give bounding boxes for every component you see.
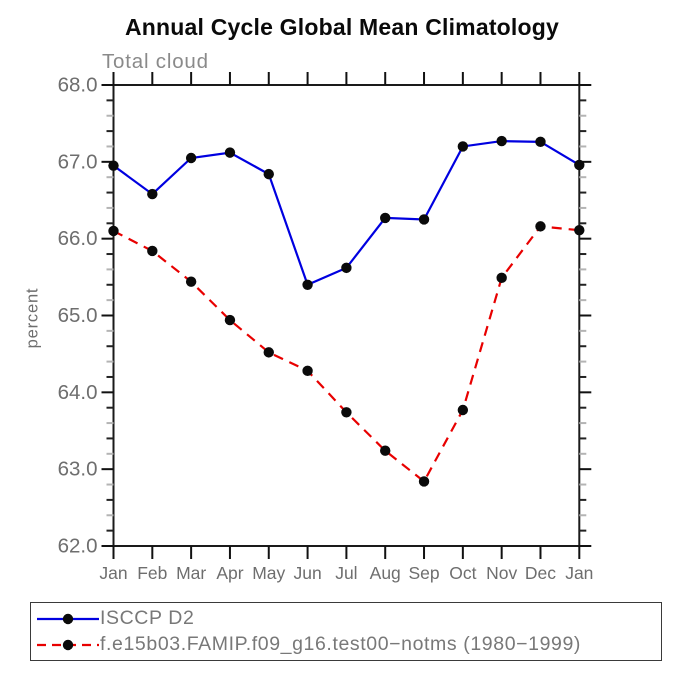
- legend-marker: [62, 639, 74, 650]
- x-tick-label: Jul: [335, 563, 357, 583]
- x-tick-label: Jan: [99, 563, 127, 583]
- legend-marker: [62, 613, 74, 624]
- data-point-marker: [496, 272, 507, 284]
- legend-swatch-dashed-line-icon: [37, 639, 99, 650]
- data-point-marker: [302, 365, 313, 377]
- legend-swatch-solid-line-icon: [37, 613, 99, 624]
- x-tick-label: Sep: [408, 563, 439, 583]
- data-point-marker: [263, 347, 274, 358]
- data-point-marker: [535, 136, 546, 148]
- legend-item-model: f.e15b03.FAMIP.f09_g16.test00−notms (198…: [31, 632, 661, 658]
- x-tick-label: May: [252, 563, 285, 583]
- data-point-marker: [341, 262, 352, 274]
- data-point-marker: [224, 147, 236, 158]
- data-point-marker: [147, 188, 158, 200]
- data-point-marker: [108, 225, 119, 237]
- x-tick-label: Nov: [486, 563, 517, 583]
- data-point-marker: [380, 445, 391, 456]
- data-point-marker: [418, 476, 430, 487]
- y-tick-label: 63.0: [58, 458, 98, 481]
- x-tick-label: Oct: [449, 563, 476, 583]
- x-tick-label: Dec: [525, 563, 556, 583]
- y-tick-label: 62.0: [58, 535, 98, 558]
- legend-item-isccp: ISCCP D2: [31, 606, 661, 632]
- legend-label: f.e15b03.FAMIP.f09_g16.test00−notms (198…: [100, 633, 582, 655]
- data-point-marker: [108, 160, 119, 171]
- data-point-marker: [574, 225, 585, 236]
- data-point-marker: [457, 404, 469, 416]
- x-tick-label: Feb: [137, 563, 167, 583]
- data-point-marker: [418, 214, 430, 225]
- plot-subtitle: Total cloud: [102, 50, 209, 73]
- x-tick-label: Apr: [216, 563, 243, 583]
- data-point-marker: [457, 141, 469, 152]
- x-tick-label: Mar: [176, 563, 206, 583]
- data-point-marker: [147, 245, 158, 257]
- data-point-marker: [185, 276, 197, 287]
- x-tick-label: Jan: [565, 563, 593, 583]
- plot-frame: [112, 84, 581, 547]
- data-point-marker: [535, 221, 546, 232]
- y-tick-label: 67.0: [58, 150, 98, 173]
- y-tick-label: 68.0: [58, 74, 98, 97]
- legend: ISCCP D2 f.e15b03.FAMIP.f09_g16.test00−n…: [30, 602, 662, 661]
- y-tick-label: 66.0: [58, 227, 98, 250]
- chart-title: Annual Cycle Global Mean Climatology: [124, 14, 560, 40]
- x-tick-label: Aug: [370, 563, 401, 583]
- data-point-marker: [263, 168, 274, 180]
- data-point-marker: [224, 314, 236, 326]
- data-point-marker: [380, 212, 391, 224]
- data-point-marker: [496, 135, 507, 147]
- y-tick-label: 65.0: [58, 304, 98, 327]
- legend-label: ISCCP D2: [100, 607, 195, 629]
- x-tick-label: Jun: [293, 563, 321, 583]
- y-tick-label: 64.0: [58, 381, 98, 404]
- data-point-marker: [302, 279, 313, 290]
- data-point-marker: [341, 407, 352, 418]
- data-point-marker: [574, 159, 585, 171]
- data-point-marker: [185, 152, 197, 164]
